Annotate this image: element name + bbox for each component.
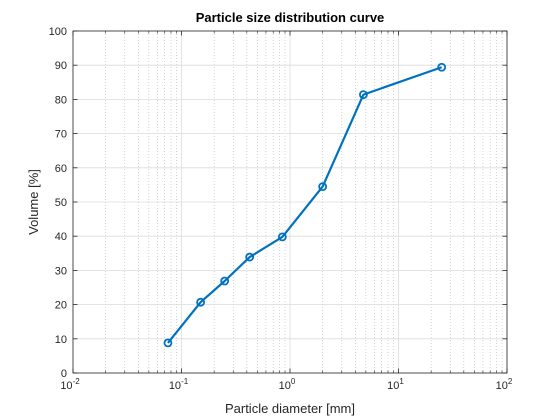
data-point xyxy=(220,276,230,286)
y-tick-labels: 0 10 20 30 40 50 60 70 80 90 100 xyxy=(49,26,67,380)
x-tick-base: 10 xyxy=(387,380,399,392)
y-tick-label: 90 xyxy=(55,60,67,72)
y-tick-label: 40 xyxy=(55,231,67,243)
series-layer xyxy=(163,62,447,348)
series-line xyxy=(167,66,443,344)
x-tick-label: 102 xyxy=(496,377,513,392)
x-tick-exponent: 1 xyxy=(399,377,404,386)
x-tick-base: 10 xyxy=(496,380,508,392)
x-tick-base: 10 xyxy=(169,380,181,392)
y-tick-label: 100 xyxy=(49,26,67,38)
chart-title: Particle size distribution curve xyxy=(196,10,385,25)
y-tick-label: 0 xyxy=(61,368,67,380)
x-tick-label: 101 xyxy=(387,377,404,392)
x-tick-base: 10 xyxy=(279,380,291,392)
x-tick-exponent: -1 xyxy=(181,377,189,386)
y-tick-label: 30 xyxy=(55,265,67,277)
y-tick-label: 60 xyxy=(55,163,67,175)
data-point xyxy=(277,232,287,242)
axis-ticks xyxy=(72,30,508,374)
y-tick-label: 50 xyxy=(55,197,67,209)
y-tick-label: 20 xyxy=(55,300,67,312)
data-point xyxy=(359,90,368,100)
data-point xyxy=(163,338,173,348)
y-axis-label: Volume [%] xyxy=(26,169,41,235)
y-tick-label: 80 xyxy=(55,94,67,106)
data-point xyxy=(437,62,447,72)
data-point xyxy=(196,297,206,307)
x-axis-label: Particle diameter [mm] xyxy=(225,401,355,416)
x-tick-exponent: 0 xyxy=(291,377,296,386)
y-tick-label: 70 xyxy=(55,129,67,141)
x-tick-label: 100 xyxy=(279,377,296,392)
x-tick-base: 10 xyxy=(60,380,72,392)
x-tick-label: 10-1 xyxy=(169,377,189,392)
x-tick-exponent: 2 xyxy=(508,377,513,386)
x-tick-label: 10-2 xyxy=(60,377,80,392)
x-tick-labels: 10-2 10-1 100 101 102 xyxy=(60,377,513,392)
data-point xyxy=(245,252,255,262)
x-tick-exponent: -2 xyxy=(73,377,81,386)
y-tick-label: 10 xyxy=(55,334,67,346)
data-point xyxy=(318,182,328,192)
